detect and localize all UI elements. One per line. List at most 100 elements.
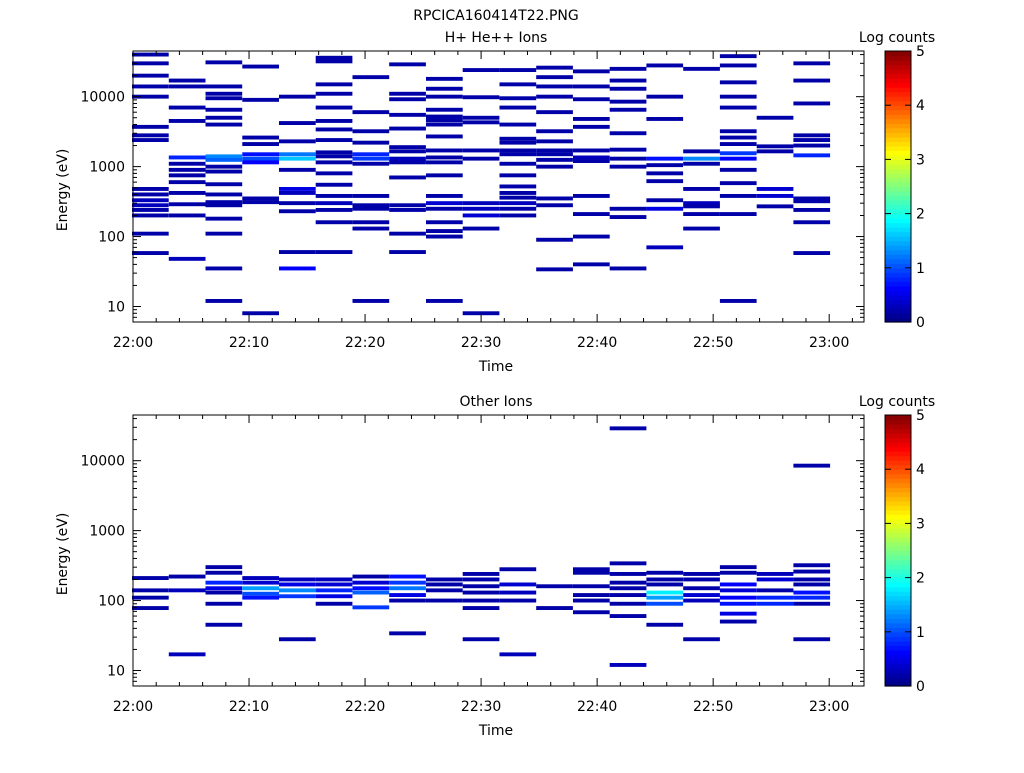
x-tick-label: 22:10	[229, 699, 269, 715]
heatmap-cell	[279, 588, 316, 593]
heatmap-cell	[499, 105, 537, 110]
heatmap-cell	[205, 590, 243, 595]
colorbar-segment	[885, 415, 911, 421]
heatmap-cell	[536, 65, 573, 70]
heatmap-cell	[609, 426, 647, 431]
heatmap-cell	[793, 153, 831, 158]
heatmap-cell	[793, 577, 831, 582]
heatmap-cell	[793, 78, 831, 83]
heatmap-cell	[719, 181, 757, 186]
heatmap-cell	[426, 94, 463, 99]
colorbar-segment	[885, 55, 911, 61]
heatmap-cell	[426, 229, 463, 233]
heatmap-cell	[315, 577, 353, 582]
heatmap-cell	[573, 117, 610, 121]
heatmap-cell	[573, 84, 610, 89]
heatmap-cell	[205, 586, 243, 591]
heatmap-cell	[609, 206, 647, 211]
y-tick-label: 100	[98, 230, 125, 246]
heatmap-cell	[279, 121, 316, 125]
heatmap-cell	[609, 215, 647, 219]
heatmap-cell	[132, 203, 169, 208]
heatmap-cell	[573, 570, 610, 575]
heatmap-cell	[168, 84, 206, 89]
heatmap-cell	[132, 588, 169, 593]
heatmap-cell	[279, 250, 316, 254]
heatmap-cell	[499, 173, 537, 178]
heatmap-cell	[719, 80, 757, 85]
heatmap-cell	[389, 112, 426, 117]
colorbar-segment	[885, 478, 911, 484]
heatmap-cell	[315, 201, 353, 206]
colorbar-segment	[885, 96, 911, 102]
heatmap-cell	[168, 119, 206, 123]
colorbar-segment	[885, 573, 911, 579]
heatmap-cell	[132, 133, 169, 138]
colorbar-segment	[885, 491, 911, 497]
heatmap-cell	[315, 55, 353, 60]
colorbar-segment	[885, 276, 911, 282]
heatmap-cell	[793, 220, 831, 225]
x-tick-label: 23:00	[809, 699, 849, 715]
heatmap-cell	[719, 194, 757, 198]
heatmap-cell	[242, 200, 279, 205]
heatmap-cell	[389, 598, 426, 603]
heatmap-cell	[132, 251, 169, 255]
heatmap-cell	[683, 204, 720, 209]
y-tick-label: 100	[98, 594, 125, 610]
heatmap-cell	[352, 203, 390, 208]
heatmap-cell	[168, 191, 206, 195]
figure-title: RPCICA160414T22.PNG	[413, 8, 578, 24]
heatmap-cell	[389, 250, 426, 254]
heatmap-cell	[352, 206, 390, 211]
colorbar-segment	[885, 473, 911, 479]
heatmap-cell	[609, 561, 647, 566]
heatmap-cell	[499, 148, 537, 153]
heatmap-cell	[719, 212, 757, 216]
heatmap-cell	[683, 149, 720, 154]
heatmap-cell	[352, 161, 390, 166]
heatmap-cell	[242, 580, 279, 585]
colorbar-segment	[885, 582, 911, 588]
heatmap-cell	[168, 161, 206, 166]
heatmap-cell	[499, 191, 537, 195]
heatmap-cell	[205, 169, 243, 174]
colorbar-segment	[885, 536, 911, 543]
heatmap-cell	[315, 220, 353, 225]
heatmap-cell	[352, 605, 390, 610]
heatmap-cell	[719, 54, 757, 59]
heatmap-cell	[426, 194, 463, 198]
colorbar-segment	[885, 181, 911, 188]
heatmap-cell	[573, 69, 610, 74]
heatmap-cell	[242, 152, 279, 157]
heatmap-cell	[462, 572, 500, 576]
heatmap-cell	[719, 570, 757, 575]
heatmap-cell	[426, 114, 463, 119]
colorbar-segment	[885, 577, 911, 583]
colorbar-segment	[885, 100, 911, 106]
heatmap-cell	[132, 124, 169, 129]
heatmap-cell	[499, 140, 537, 145]
heatmap-cell	[536, 157, 573, 162]
heatmap-cell	[315, 91, 353, 96]
heatmap-cell	[389, 160, 426, 165]
heatmap-cell	[793, 582, 831, 587]
colorbar-segment	[885, 186, 911, 192]
colorbar-tick-label: 2	[916, 571, 925, 587]
heatmap-cell	[352, 580, 390, 585]
heatmap-cell	[132, 84, 169, 89]
heatmap-cell	[205, 266, 243, 271]
colorbar-segment	[885, 290, 911, 296]
heatmap-cell	[205, 231, 243, 236]
colorbar-segment	[885, 424, 911, 430]
heatmap-cell	[462, 606, 500, 610]
colorbar-segment	[885, 446, 911, 452]
heatmap-cell	[609, 78, 647, 83]
heatmap-cell	[205, 154, 243, 159]
y-tick-label: 10	[107, 299, 125, 315]
heatmap-cell	[168, 213, 206, 218]
colorbar-segment	[885, 114, 911, 120]
heatmap-cell	[132, 606, 169, 610]
heatmap-cell	[205, 60, 243, 65]
heatmap-cell	[573, 124, 610, 129]
